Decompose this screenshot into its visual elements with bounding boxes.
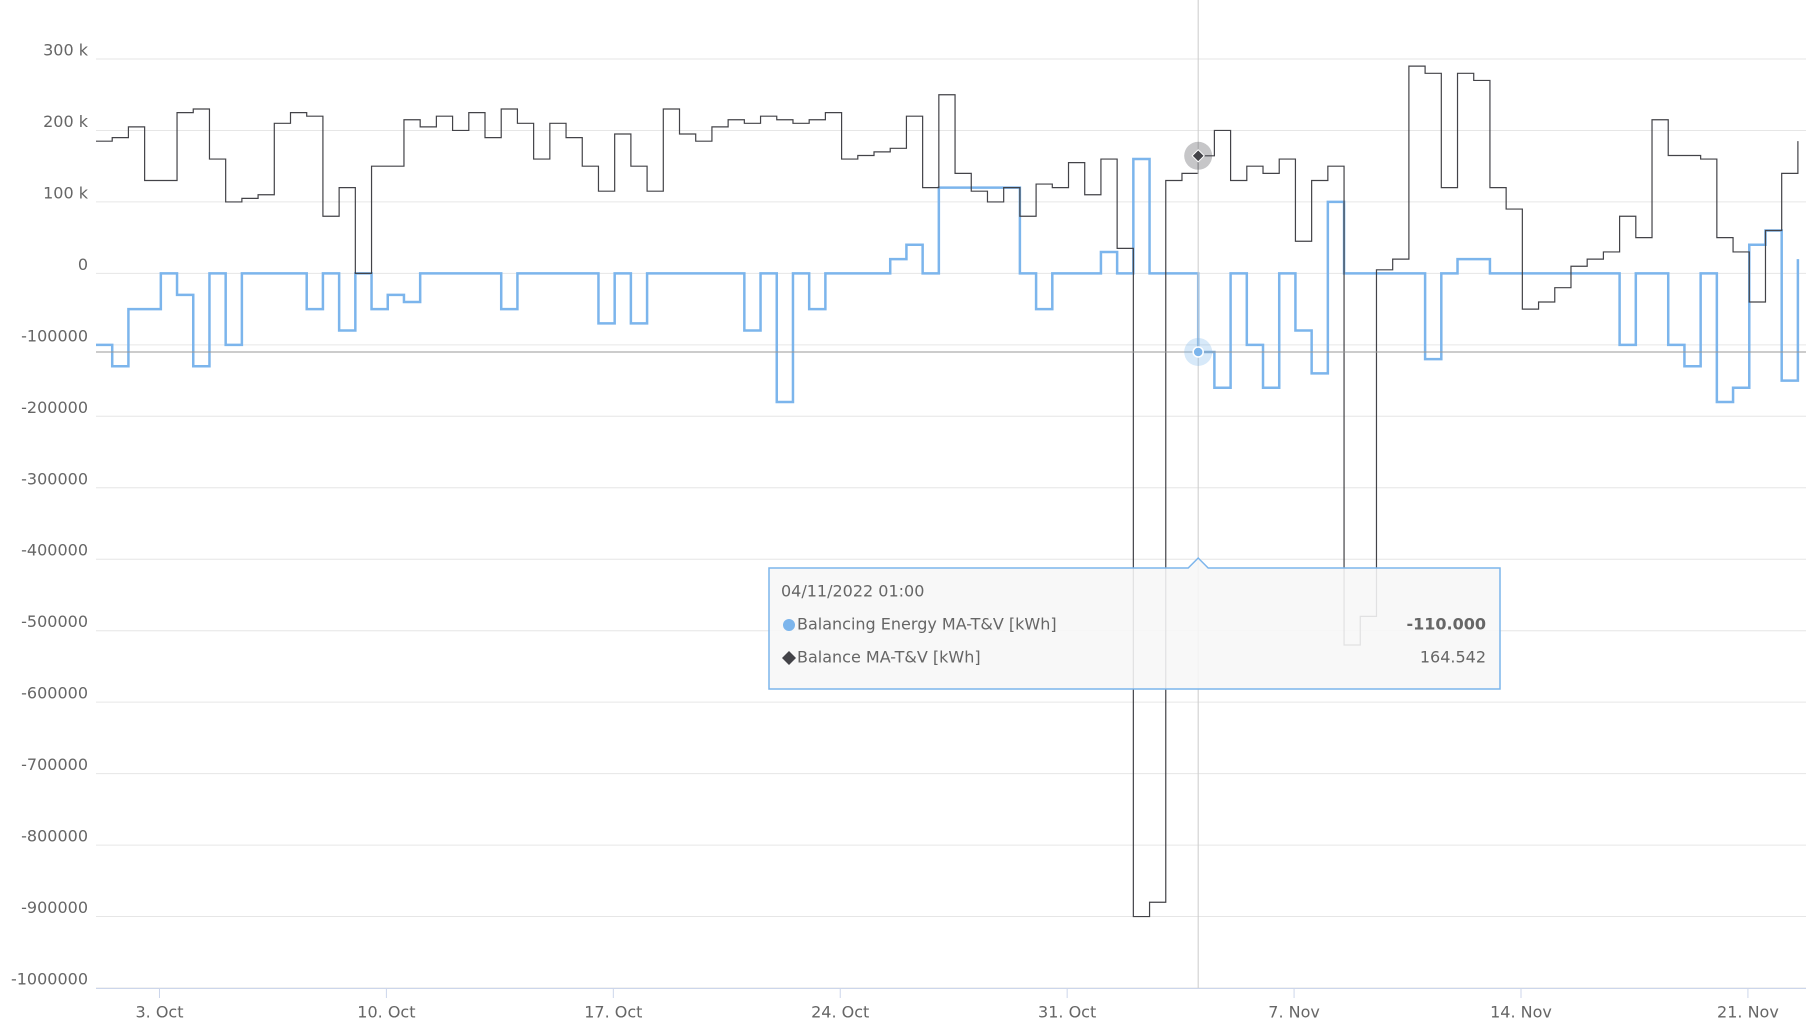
x-tick-label: 21. Nov bbox=[1717, 1003, 1779, 1022]
y-tick-label: -900000 bbox=[21, 898, 88, 917]
y-tick-label: 100 k bbox=[43, 183, 89, 202]
tooltip-value: 164.542 bbox=[1420, 648, 1486, 667]
tooltip-symbol bbox=[783, 619, 795, 631]
tooltip-symbol bbox=[782, 651, 796, 665]
tooltip-series-name: Balance MA-T&V [kWh] bbox=[797, 648, 981, 667]
y-tick-label: -300000 bbox=[21, 469, 88, 488]
y-tick-label: 0 bbox=[78, 255, 88, 274]
y-tick-label: -500000 bbox=[21, 612, 88, 631]
series-line bbox=[96, 65, 1799, 918]
tooltip-series-name: Balancing Energy MA-T&V [kWh] bbox=[797, 615, 1057, 634]
tooltip-value: -110.000 bbox=[1406, 615, 1486, 634]
x-tick-label: 3. Oct bbox=[135, 1003, 183, 1022]
y-tick-label: -700000 bbox=[21, 755, 88, 774]
series-line bbox=[96, 157, 1800, 404]
y-tick-label: -1000000 bbox=[11, 970, 88, 989]
y-tick-label: -600000 bbox=[21, 684, 88, 703]
x-tick-label: 17. Oct bbox=[584, 1003, 642, 1022]
x-tick-label: 24. Oct bbox=[811, 1003, 869, 1022]
x-tick-label: 14. Nov bbox=[1490, 1003, 1552, 1022]
marker bbox=[1191, 149, 1205, 163]
tooltip-box bbox=[768, 556, 1501, 690]
y-tick-label: -100000 bbox=[21, 326, 88, 345]
y-tick-label: 200 k bbox=[43, 112, 89, 131]
x-tick-label: 7. Nov bbox=[1268, 1003, 1320, 1022]
y-tick-label: 300 k bbox=[43, 41, 89, 60]
y-tick-label: -400000 bbox=[21, 541, 88, 560]
x-tick-label: 10. Oct bbox=[357, 1003, 415, 1022]
x-tick-label: 31. Oct bbox=[1038, 1003, 1096, 1022]
y-tick-label: -200000 bbox=[21, 398, 88, 417]
marker bbox=[1192, 346, 1204, 358]
tooltip-title: 04/11/2022 01:00 bbox=[781, 582, 924, 601]
y-tick-label: -800000 bbox=[21, 827, 88, 846]
